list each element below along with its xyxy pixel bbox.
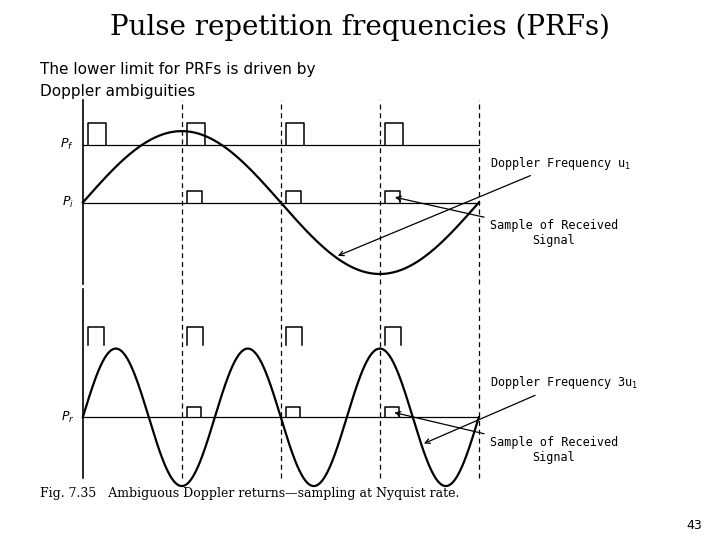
Text: $P_f$: $P_f$ [60,137,74,152]
Text: $P_i$: $P_i$ [62,195,74,210]
Text: Sample of Received
Signal: Sample of Received Signal [396,196,618,247]
Text: $P_r$: $P_r$ [60,410,74,425]
Text: The lower limit for PRFs is driven by: The lower limit for PRFs is driven by [40,62,315,77]
Text: 43: 43 [686,519,702,532]
Text: Doppler ambiguities: Doppler ambiguities [40,84,195,99]
Text: Doppler Frequency 3u$_1$: Doppler Frequency 3u$_1$ [426,374,638,443]
Text: Fig. 7.35   Ambiguous Doppler returns—sampling at Nyquist rate.: Fig. 7.35 Ambiguous Doppler returns—samp… [40,487,459,500]
Text: Pulse repetition frequencies (PRFs): Pulse repetition frequencies (PRFs) [110,14,610,41]
Text: Sample of Received
Signal: Sample of Received Signal [396,411,618,464]
Text: Doppler Frequency u$_1$: Doppler Frequency u$_1$ [339,155,631,255]
